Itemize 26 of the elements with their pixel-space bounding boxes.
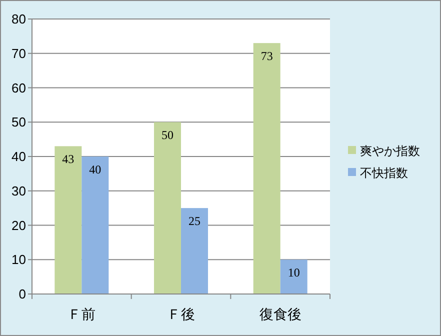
y-tick-label: 40	[12, 149, 26, 164]
y-tick-label: 10	[12, 252, 26, 268]
data-label: 50	[162, 128, 174, 142]
bar	[253, 43, 280, 294]
x-tick-label: Ｆ前	[68, 306, 96, 322]
y-tick-label: 20	[12, 218, 26, 233]
legend-label: 不快指数	[360, 166, 408, 180]
bar	[82, 156, 109, 294]
y-tick-label: 30	[12, 183, 26, 198]
bar	[181, 208, 208, 294]
bar	[54, 146, 82, 294]
bar	[154, 122, 181, 294]
x-tick-label: 復食後	[259, 306, 302, 322]
data-label: 25	[188, 214, 200, 228]
data-label: 43	[62, 152, 74, 166]
legend-label: 爽やか指数	[360, 144, 420, 158]
data-label: 40	[89, 162, 102, 176]
y-tick-label: 60	[12, 80, 26, 96]
y-tick-label: 80	[12, 12, 26, 26]
x-tick-label: Ｆ後	[167, 306, 195, 322]
data-label: 10	[288, 266, 300, 280]
y-tick-label: 70	[12, 46, 26, 61]
y-tick-label: 50	[12, 114, 26, 130]
bar	[280, 260, 308, 294]
y-tick-label: 0	[18, 286, 26, 302]
data-label: 73	[260, 49, 273, 64]
